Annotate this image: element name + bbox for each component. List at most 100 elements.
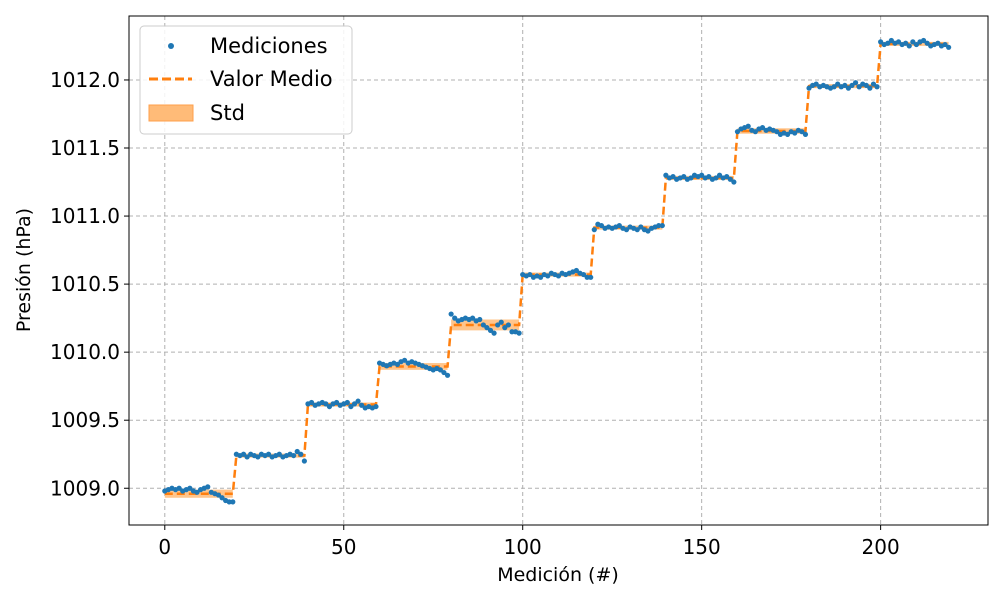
measurement-point (670, 173, 676, 180)
legend-label-std: Std (210, 101, 245, 125)
measurement-point (538, 274, 544, 280)
measurement-point (716, 172, 723, 178)
measurement-point (470, 315, 476, 321)
measurement-point (806, 85, 812, 91)
measurement-point (591, 227, 597, 233)
measurement-point (265, 451, 272, 457)
measurement-point (845, 85, 852, 91)
measurement-point (623, 227, 630, 233)
measurement-point (441, 369, 447, 376)
measurement-point (920, 37, 927, 44)
measurement-point (580, 271, 587, 278)
y-tick-label: 1010.5 (50, 272, 120, 296)
measurement-point (509, 329, 515, 335)
measurement-point (663, 172, 669, 178)
x-tick-label: 150 (683, 535, 721, 559)
measurement-point (394, 361, 401, 368)
measurement-point (555, 273, 562, 279)
measurement-point (444, 372, 451, 378)
x-tick-label: 200 (862, 535, 900, 559)
measurement-point (874, 84, 880, 90)
y-tick-label: 1010.0 (50, 340, 120, 364)
measurement-point (255, 454, 261, 460)
measurement-point (688, 175, 694, 181)
y-tick-label: 1011.0 (50, 204, 120, 228)
y-tick-label: 1011.5 (50, 136, 120, 160)
measurement-point (308, 399, 315, 406)
measurement-point (942, 41, 948, 48)
x-axis-label: Medición (#) (497, 564, 619, 586)
grid (129, 16, 988, 525)
measurement-point (291, 452, 297, 459)
measurement-point (219, 495, 225, 501)
measurement-point (573, 267, 579, 274)
measurement-point (835, 81, 841, 87)
y-axis-label: Presión (hPa) (13, 208, 35, 332)
measurement-point (176, 485, 182, 491)
measurement-point (480, 322, 486, 328)
measurement-point (813, 81, 819, 87)
measurement-point (598, 222, 605, 229)
measurement-point (659, 222, 665, 229)
measurement-point (895, 39, 902, 45)
measurement-point (502, 325, 508, 331)
measurement-point (856, 84, 862, 90)
measurement-point (344, 399, 350, 406)
measurement-point (437, 367, 443, 373)
measurement-point (230, 499, 236, 505)
measurement-point (792, 130, 798, 136)
measurement-point (745, 123, 751, 129)
measurement-point (477, 316, 483, 323)
y-tick-label: 1009.5 (50, 408, 120, 432)
legend-marker-std (148, 104, 194, 122)
measurement-point (852, 80, 859, 86)
measurement-point (294, 448, 300, 455)
legend-label-mediciones: Mediciones (210, 34, 328, 58)
measurement-point (713, 175, 719, 181)
measurement-point (484, 325, 490, 331)
measurement-point (491, 330, 497, 336)
measurement-point (487, 327, 494, 333)
legend-marker-mediciones (168, 43, 174, 49)
measurement-point (495, 322, 501, 328)
measurement-point (527, 271, 533, 278)
x-tick-label: 0 (158, 535, 171, 559)
measurement-point (545, 273, 551, 279)
measurement-point (935, 40, 941, 46)
measurement-point (724, 173, 730, 180)
measurement-point (452, 315, 458, 321)
measurement-points (162, 37, 952, 505)
legend-label-valor-medio: Valor Medio (210, 67, 333, 91)
measurement-point (706, 173, 712, 180)
measurement-point (752, 129, 758, 135)
measurement-point (301, 458, 307, 464)
measurement-point (656, 222, 662, 229)
measurement-point (774, 129, 780, 135)
measurement-point (888, 37, 894, 44)
measurement-point (333, 399, 340, 406)
x-tick-label: 100 (504, 535, 542, 559)
measurement-point (913, 41, 920, 48)
measurement-point (885, 40, 891, 46)
measurement-point (205, 484, 211, 490)
measurement-point (348, 403, 354, 410)
measurement-point (946, 44, 952, 50)
measurement-point (240, 451, 247, 457)
measurement-point (298, 451, 304, 457)
measurement-point (924, 40, 930, 46)
measurement-point (870, 81, 877, 87)
measurement-point (505, 322, 511, 328)
measurement-point (401, 357, 408, 363)
measurement-point (863, 82, 869, 89)
measurement-point (359, 402, 365, 408)
measurement-point (194, 489, 200, 495)
measurement-point (187, 485, 193, 491)
measurement-point (215, 492, 222, 498)
measurement-point (638, 224, 644, 230)
measurement-point (355, 398, 361, 404)
x-tick-label: 50 (331, 535, 356, 559)
measurement-point (799, 129, 805, 135)
measurement-point (373, 403, 379, 410)
measurement-point (448, 311, 454, 317)
